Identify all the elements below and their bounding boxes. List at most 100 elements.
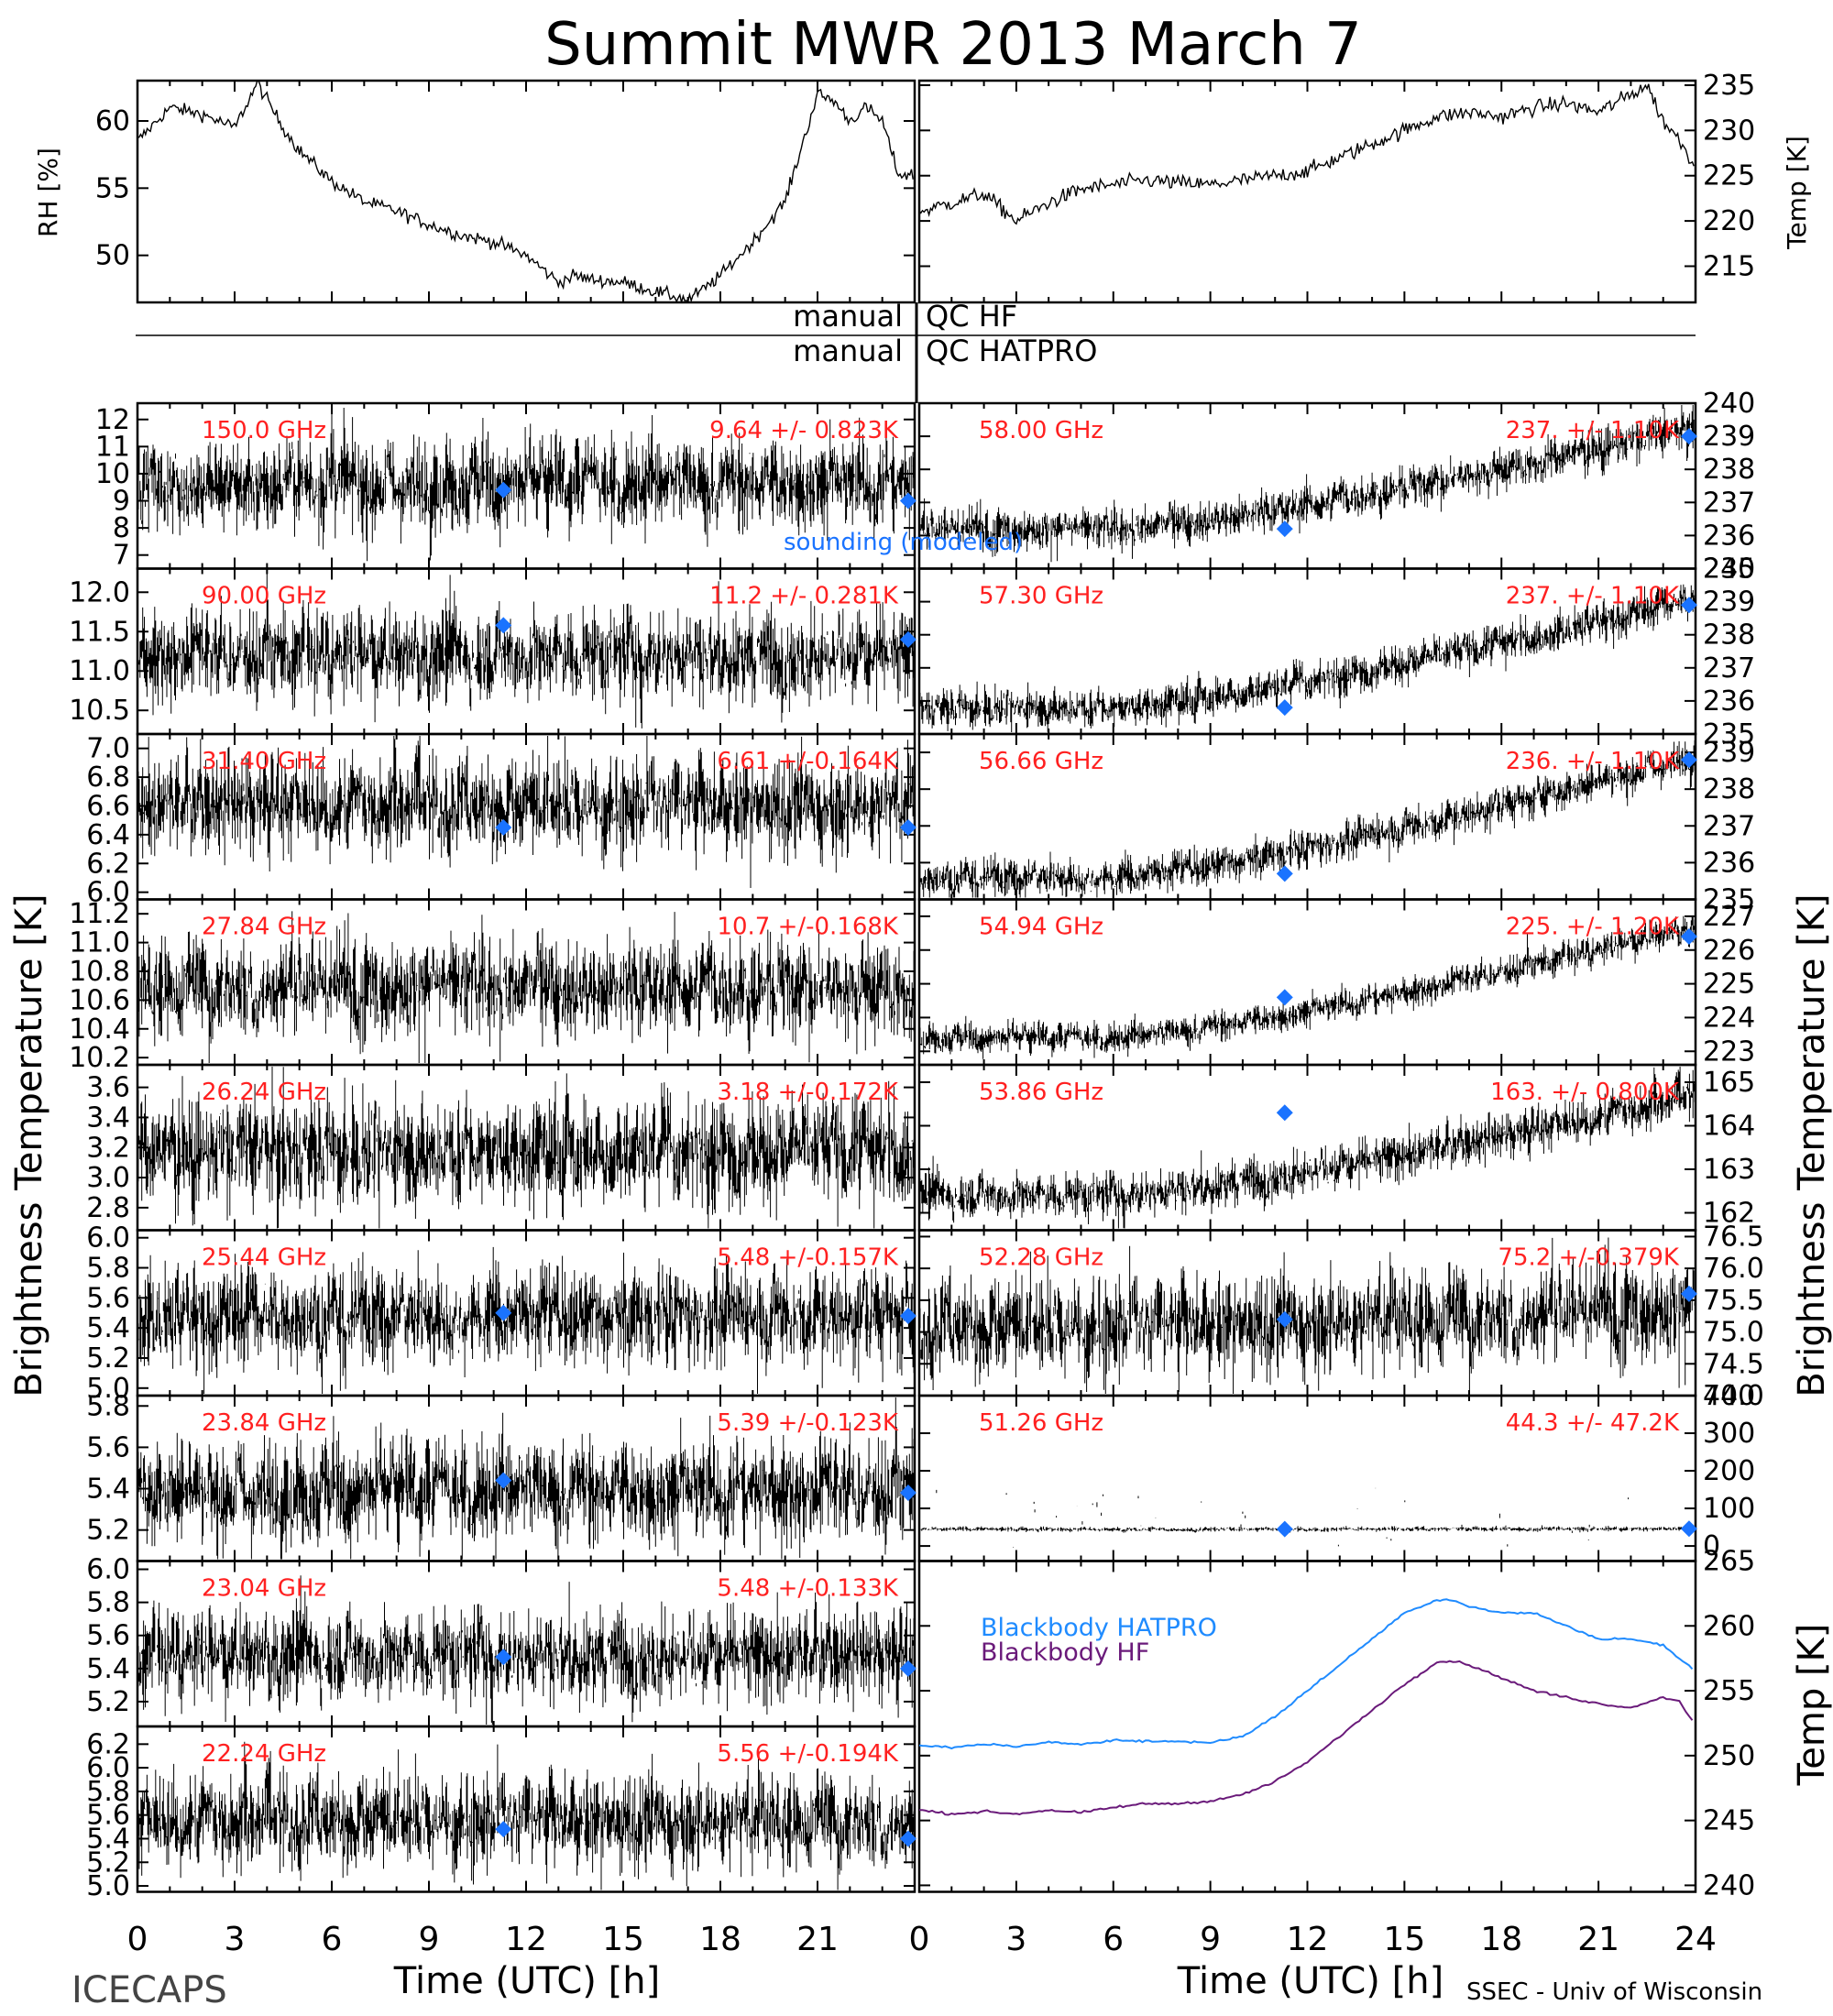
y-tick-label: 6.0 (86, 877, 130, 909)
hf-channel-trace (137, 1575, 916, 1725)
y-tick-label: 265 (1703, 1546, 1755, 1578)
y-tick-label: 230 (1703, 115, 1755, 147)
y-tick-label: 3.4 (86, 1101, 130, 1134)
x-tick-label: 12 (505, 1921, 547, 1958)
sounding-marker (1276, 865, 1293, 882)
y-tick-label: 260 (1703, 1610, 1755, 1642)
sounding-marker (1276, 989, 1293, 1006)
sounding-marker (899, 819, 916, 837)
y-tick-label: 0 (1703, 1530, 1720, 1562)
hf-channel-panel: 5.25.45.65.86.0 23.04 GHz 5.48 +/-0.133K (86, 1554, 916, 1728)
y-tick-label: 5.2 (86, 1342, 130, 1375)
x-tick-label: 9 (1200, 1921, 1221, 1958)
y-tick-label: 236 (1703, 685, 1755, 718)
hf-channel-panel: 10.210.410.610.811.011.2 27.84 GHz 10.7 +/… (69, 898, 916, 1074)
y-tick-label: 74.0 (1703, 1380, 1764, 1412)
y-tick-label: 236 (1703, 847, 1755, 879)
channel-stats-label: 163. +/- 0.800K (1490, 1079, 1680, 1106)
y-tick-label: 223 (1703, 1035, 1755, 1068)
channel-frequency-label: 31.40 GHz (202, 748, 326, 775)
sounding-marker (899, 1308, 916, 1325)
y-tick-label: 238 (1703, 773, 1755, 805)
y-tick-label: 239 (1703, 737, 1755, 769)
channel-stats-label: 5.56 +/-0.194K (717, 1740, 899, 1768)
sounding-marker (1276, 1104, 1293, 1122)
y-tick-label: 240 (1703, 1869, 1755, 1901)
y-tick-label: 5.4 (86, 1474, 130, 1506)
y-tick-label: 5.0 (86, 1870, 130, 1902)
hatpro-channel-panel: 0 100 200 300 400 51.26 GHz 44.3 +/- 47.2K (917, 1380, 1755, 1562)
temp-series-line (918, 83, 1695, 225)
y-tick-label: 5.6 (86, 1431, 130, 1463)
bt-right-axis-title: Brightness Temperature [K] (1791, 893, 1833, 1397)
x-tick-label: 6 (322, 1921, 343, 1958)
channel-stats-label: 11.2 +/- 0.281K (709, 583, 899, 610)
y-tick-label: 6.2 (86, 1728, 130, 1760)
y-tick-label: 235 (1703, 884, 1755, 916)
y-tick-label: 10 (95, 458, 130, 490)
y-tick-label: 12 (95, 404, 130, 436)
channel-frequency-label: 25.44 GHz (202, 1244, 326, 1272)
y-tick-label: 10.6 (69, 984, 130, 1016)
y-tick-label: 245 (1703, 1805, 1755, 1837)
qc-hf-label: QC HF (926, 299, 1017, 334)
channel-stats-label: 237. +/- 1.10K (1506, 417, 1680, 444)
y-tick-label: 11.2 (69, 898, 130, 930)
channel-frequency-label: 23.04 GHz (202, 1575, 326, 1603)
y-tick-label: 237 (1703, 487, 1755, 519)
y-tick-label: 9 (113, 486, 130, 518)
y-tick-label: 5.8 (86, 1587, 130, 1619)
sounding-marker (899, 630, 916, 648)
y-tick-label: 100 (1703, 1493, 1755, 1525)
channel-stats-label: 237. +/- 1.10K (1506, 583, 1680, 610)
channel-stats-label: 3.18 +/-0.172K (717, 1079, 899, 1106)
bt-left-axis-title: Brightness Temperature [K] (8, 893, 50, 1397)
y-tick-label: 5.2 (86, 1846, 130, 1879)
y-tick-label: 255 (1703, 1675, 1755, 1707)
y-tick-label: 75.5 (1703, 1285, 1764, 1317)
y-tick-label: 3.0 (86, 1162, 130, 1194)
y-tick-label: 5.4 (86, 1823, 130, 1855)
y-tick-label: 239 (1703, 586, 1755, 619)
y-tick-label: 240 (1703, 553, 1755, 586)
hatpro-channel-trace (918, 740, 1696, 898)
y-tick-label: 8 (113, 512, 130, 544)
channel-frequency-label: 27.84 GHz (202, 914, 326, 941)
x-tick-label: 24 (1674, 1921, 1717, 1958)
x-tick-label: 21 (1577, 1921, 1619, 1958)
hf-channel-trace (137, 1246, 916, 1394)
y-tick-label: 10.4 (69, 1013, 130, 1046)
x-tick-label: 21 (796, 1921, 839, 1958)
sounding-marker (1680, 1285, 1697, 1302)
rh-plot-frame (136, 79, 916, 304)
rh-axis-title: RH [%] (33, 148, 63, 237)
channel-frequency-label: 56.66 GHz (979, 748, 1103, 775)
hf-channel-panel: 2.83.03.23.43.6 26.24 GHz 3.18 +/-0.172K (86, 1063, 916, 1232)
y-tick-label: 400 (1703, 1380, 1755, 1412)
x-tick-label: 0 (127, 1921, 148, 1958)
channel-frequency-label: 51.26 GHz (979, 1409, 1103, 1437)
y-tick-label: 75.0 (1703, 1317, 1764, 1349)
y-tick-label: 235 (1703, 718, 1755, 751)
y-tick-label: 238 (1703, 619, 1755, 652)
y-tick-label: 6.6 (86, 790, 130, 822)
bb-legend-hatpro: Blackbody HATPRO (981, 1614, 1217, 1642)
hatpro-channel-panel: 162 163 164 165 53.86 GHz 163. +/- 0.800K (917, 1063, 1755, 1232)
figure-title: Summit MWR 2013 March 7 (544, 11, 1362, 79)
channel-stats-label: 6.61 +/-0.164K (717, 748, 899, 775)
channel-stats-label: 9.64 +/- 0.823K (709, 417, 899, 444)
hf-channel-panel: 5.2 5.4 5.6 5.8 23.84 GHz 5.39 +/-0.123K (86, 1390, 916, 1562)
hatpro-channel-trace (918, 915, 1696, 1059)
channel-frequency-label: 26.24 GHz (202, 1079, 326, 1106)
y-tick-label: 6.0 (86, 1554, 130, 1586)
y-tick-label: 3.2 (86, 1132, 130, 1164)
blackbody-hatpro-line (918, 1598, 1694, 1750)
channel-frequency-label: 23.84 GHz (202, 1409, 326, 1437)
y-tick-label: 5.4 (86, 1653, 130, 1685)
y-tick-label: 227 (1703, 901, 1755, 933)
y-tick-label: 55 (95, 172, 130, 204)
hf-channel-trace (137, 570, 916, 729)
